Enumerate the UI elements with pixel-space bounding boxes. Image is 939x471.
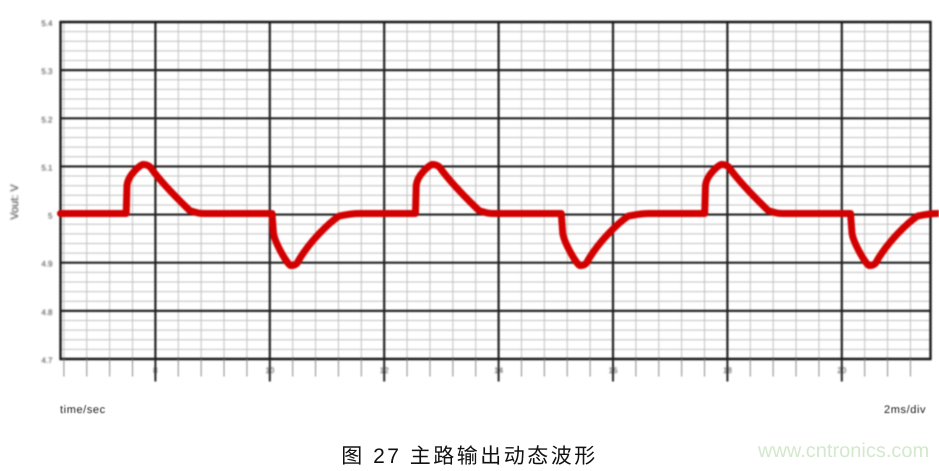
svg-text:5.2: 5.2 (41, 115, 53, 124)
svg-text:4.8: 4.8 (41, 308, 53, 317)
svg-text:5.3: 5.3 (41, 67, 53, 76)
svg-text:12: 12 (380, 366, 389, 375)
svg-text:10: 10 (265, 366, 274, 375)
svg-text:5.1: 5.1 (41, 163, 53, 172)
svg-text:5.4: 5.4 (41, 19, 53, 28)
svg-text:16: 16 (609, 366, 618, 375)
svg-text:4.7: 4.7 (41, 356, 53, 365)
svg-text:18: 18 (723, 366, 732, 375)
svg-text:4.9: 4.9 (41, 260, 53, 269)
svg-text:5: 5 (48, 212, 53, 221)
svg-text:Vout: V: Vout: V (9, 184, 21, 220)
svg-text:8: 8 (153, 366, 158, 375)
svg-text:20: 20 (837, 366, 846, 375)
svg-text:14: 14 (494, 366, 503, 375)
